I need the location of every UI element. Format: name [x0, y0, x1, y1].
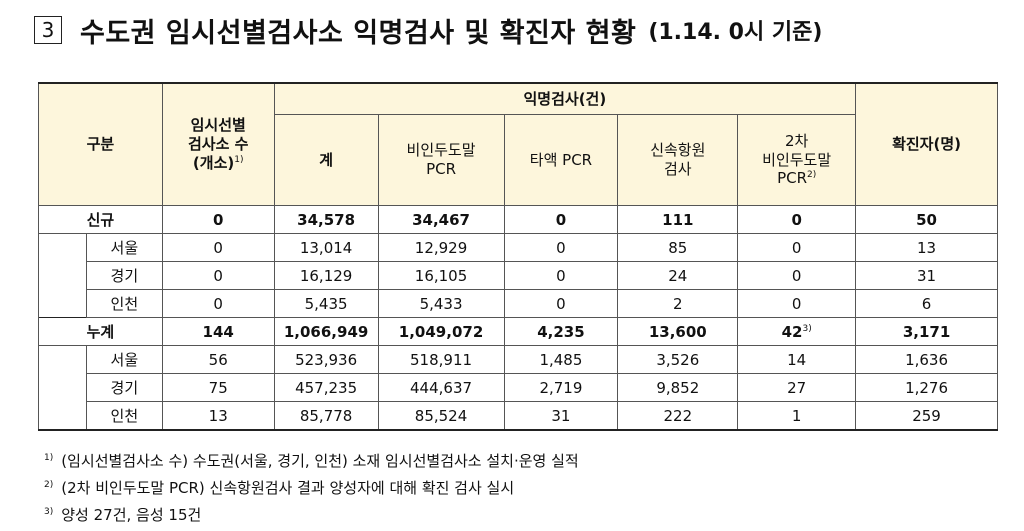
footnote-2: 2) (2차 비인두도말 PCR) 신속항원검사 결과 양성자에 대해 확진 검사…: [44, 479, 515, 497]
footnotes: 1) (임시선별검사소 수) 수도권(서울, 경기, 인천) 소재 임시선별검사소…: [44, 446, 579, 527]
table-row: 경기 75 457,235 444,637 2,719 9,852 27 1,2…: [39, 373, 998, 402]
footnote-1: 1) (임시선별검사소 수) 수도권(서울, 경기, 인천) 소재 임시선별검사소…: [44, 452, 579, 470]
header-second-pcr: 2차 비인두도말 PCR2): [737, 114, 857, 206]
table-row: 인천 0 5,435 5,433 0 2 0 6: [39, 289, 998, 318]
table-row: 신규 0 34,578 34,467 0 111 0 50: [38, 205, 998, 234]
header-sites: 임시선별 검사소 수 (개소)1): [161, 82, 275, 206]
indent-cell: [38, 233, 87, 318]
header-category: 구분: [38, 82, 163, 206]
header-saliva: 타액 PCR: [503, 114, 619, 206]
header-confirmed: 확진자(명): [855, 82, 998, 206]
page-title: 수도권 임시선별검사소 익명검사 및 확진자 현황: [80, 17, 637, 49]
anonymous-test-table: 구분 임시선별 검사소 수 (개소)1) 익명검사(건) 확진자(명) 계 비인…: [38, 82, 998, 431]
title-date: (1.14. 0시 기준): [648, 20, 823, 45]
table-row: 서울 56 523,936 518,911 1,485 3,526 14 1,6…: [38, 345, 998, 430]
header-rapid: 신속항원 검사: [617, 114, 739, 206]
header-anon-group: 익명검사(건): [273, 82, 857, 115]
title-row: 3 수도권 임시선별검사소 익명검사 및 확진자 현황 (1.14. 0시 기준…: [34, 10, 822, 50]
table-row: 인천 13 85,778 85,524 31 222 1 259: [39, 401, 998, 431]
header-total: 계: [273, 114, 379, 206]
footnote-3: 3) 양성 27건, 음성 15건: [44, 506, 202, 524]
header-nasal: 비인두도말 PCR: [377, 114, 505, 206]
table-row: 서울 0 13,014 12,929 0 85 0 13: [38, 233, 998, 318]
section-number-box: 3: [34, 16, 62, 44]
table-row: 경기 0 16,129 16,105 0 24 0 31: [39, 261, 998, 290]
indent-cell: [38, 345, 87, 430]
table-row: 누계 144 1,066,949 1,049,072 4,235 13,600 …: [38, 317, 998, 346]
